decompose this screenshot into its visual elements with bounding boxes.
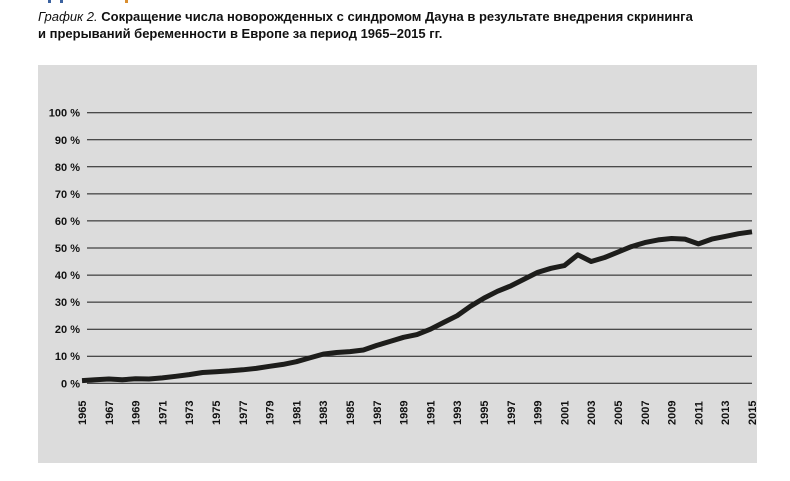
y-axis-tick-label: 40 % <box>55 270 80 282</box>
y-axis-tick-label: 60 % <box>55 216 80 228</box>
y-axis-tick-label: 90 % <box>55 135 80 147</box>
chart-panel: 0 % 10 % 20 % 30 % 40 % 50 % 60 % 70 % 80 % 90 % 1… <box>38 65 757 463</box>
x-axis-tick-label: 1997 <box>506 401 518 425</box>
y-axis-tick-label: 20 % <box>55 324 80 336</box>
x-axis-tick-label: 1971 <box>157 401 169 425</box>
x-axis-tick-label: 2011 <box>693 401 705 425</box>
figure-label: График 2. <box>38 9 98 24</box>
x-axis-tick-label: 2007 <box>640 401 652 425</box>
x-axis-tick-label: 1985 <box>345 401 357 425</box>
y-axis-tick-label: 10 % <box>55 351 80 363</box>
x-axis-tick-label: 1977 <box>238 401 250 425</box>
figure-caption: График 2. Сокращение числа новорожденных… <box>38 8 758 42</box>
x-axis-tick-label: 2001 <box>559 401 571 425</box>
x-axis-tick-label: 1983 <box>318 401 330 425</box>
x-axis-tick-label: 1975 <box>211 401 223 425</box>
x-axis-tick-label: 1979 <box>265 401 277 425</box>
line-chart: 0 % 10 % 20 % 30 % 40 % 50 % 60 % 70 % 80 % 90 % 1… <box>49 108 757 425</box>
x-axis-tick-label: 1967 <box>104 401 116 425</box>
x-axis-tick-label: 1981 <box>291 401 303 425</box>
y-axis-tick-label: 100 % <box>49 108 80 120</box>
x-axis-tick-label: 2015 <box>747 401 757 425</box>
x-axis-tick-label: 1993 <box>452 401 464 425</box>
x-axis-tick-label: 1973 <box>184 401 196 425</box>
x-axis-tick-label: 1987 <box>372 401 384 425</box>
scan-artifact-dot <box>48 0 51 3</box>
y-axis-tick-label: 50 % <box>55 243 80 255</box>
x-axis-tick-label: 2005 <box>613 401 625 425</box>
y-axis-tick-label: 0 % <box>61 378 80 390</box>
scan-artifact-dot <box>125 0 128 3</box>
x-axis-tick-label: 1991 <box>425 401 437 425</box>
figure-title-line2: и прерываний беременности в Европе за пе… <box>38 26 443 41</box>
x-axis-tick-label: 1995 <box>479 401 491 425</box>
x-axis-tick-label: 1999 <box>533 401 545 425</box>
y-axis-tick-label: 30 % <box>55 297 80 309</box>
x-axis-tick-label: 2009 <box>667 401 679 425</box>
y-axis-tick-label: 80 % <box>55 162 80 174</box>
y-axis-tick-label: 70 % <box>55 189 80 201</box>
figure-title-line1: Сокращение числа новорожденных с синдром… <box>101 9 693 24</box>
x-axis-tick-label: 1965 <box>77 401 89 425</box>
scan-artifact-dot <box>60 0 63 3</box>
x-axis-tick-label: 2003 <box>586 401 598 425</box>
x-axis-tick-label: 1969 <box>131 401 143 425</box>
x-axis-tick-label: 2013 <box>720 401 732 425</box>
data-series-line <box>81 229 753 384</box>
x-axis-tick-label: 1989 <box>399 401 411 425</box>
